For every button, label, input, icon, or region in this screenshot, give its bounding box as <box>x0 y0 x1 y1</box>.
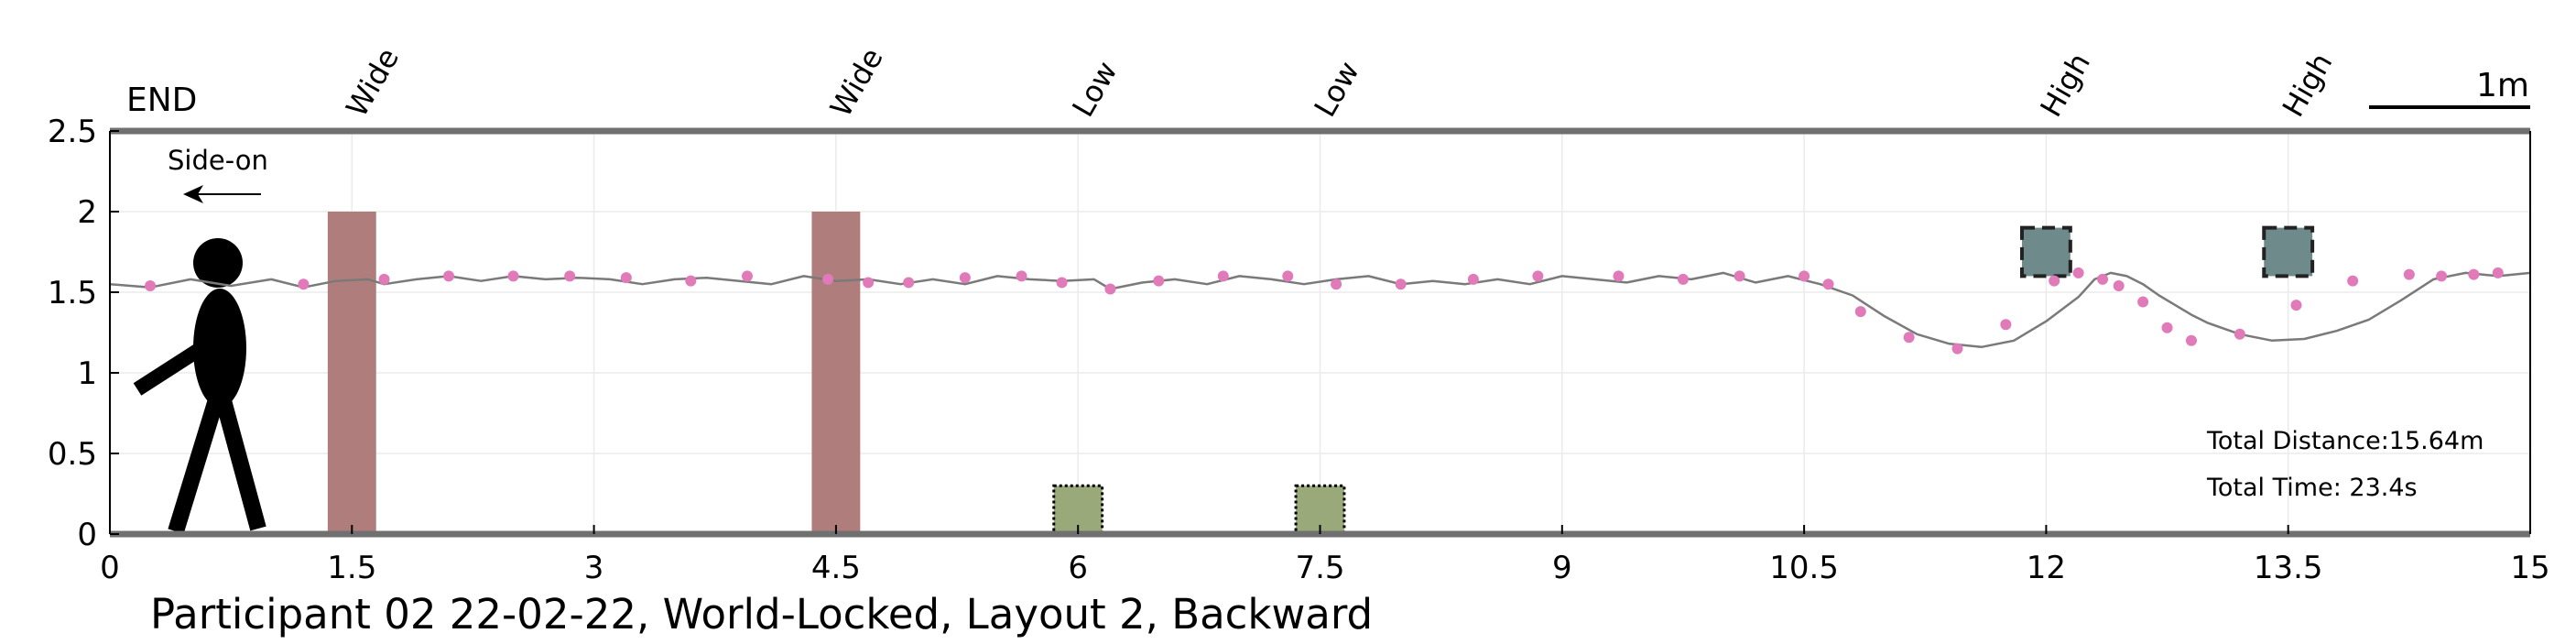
sample-point <box>1799 270 1810 282</box>
sample-point <box>822 273 834 285</box>
x-tick-label: 10.5 <box>1769 550 1839 586</box>
sample-point <box>2492 267 2504 278</box>
sample-point <box>2049 275 2060 287</box>
sample-point <box>1677 273 1689 285</box>
sample-point <box>2436 270 2448 282</box>
sample-point <box>903 277 915 289</box>
y-tick-label: 2.5 <box>48 114 97 150</box>
sample-point <box>1331 278 1342 290</box>
sample-point <box>1467 273 1479 285</box>
data-layer <box>109 267 2531 355</box>
sample-point <box>443 270 455 282</box>
y-tick-label: 2 <box>77 194 97 231</box>
obstacle-label: Wide <box>823 42 890 123</box>
sample-point <box>1395 278 1407 290</box>
sample-point <box>1734 270 1745 282</box>
sample-point <box>1613 270 1625 282</box>
sample-point <box>2137 296 2149 308</box>
sample-point <box>2468 268 2480 280</box>
sample-point <box>378 273 390 285</box>
total-time-annotation: Total Time: 23.4s <box>2206 474 2418 502</box>
sample-point <box>145 279 157 291</box>
trajectory-line <box>109 271 2531 349</box>
sample-point <box>1056 277 1068 289</box>
end-label: END <box>126 82 197 119</box>
sample-point <box>2161 322 2173 333</box>
x-tick-label: 4.5 <box>811 550 861 586</box>
obstacle-label: Low <box>1308 55 1366 123</box>
sample-point <box>2234 328 2245 340</box>
sample-point <box>685 275 697 287</box>
y-tick-label: 1.5 <box>48 275 97 311</box>
obstacle-label: High <box>2276 47 2340 123</box>
x-tick-label: 7.5 <box>1295 550 1344 586</box>
walker-head <box>193 238 243 288</box>
walker-figure <box>133 238 266 534</box>
sample-point <box>2000 319 2012 331</box>
sample-point <box>863 277 875 289</box>
walker-body <box>193 289 246 408</box>
sample-point <box>507 270 519 282</box>
walker-arm <box>133 342 206 396</box>
sample-point <box>959 272 971 284</box>
y-tick-label: 1 <box>77 355 97 392</box>
obstacle-label: Wide <box>339 42 406 123</box>
sample-point <box>1951 343 1963 355</box>
sample-point <box>2072 267 2084 278</box>
obstacle-high <box>2019 225 2072 278</box>
walker-leg-front <box>213 391 266 531</box>
sample-point <box>1822 278 1834 290</box>
x-tick-label: 3 <box>584 550 604 586</box>
x-tick-label: 1.5 <box>327 550 376 586</box>
sample-point <box>1854 306 1866 318</box>
sample-point <box>2097 273 2109 285</box>
sample-point <box>564 270 576 282</box>
sample-point <box>2185 334 2197 346</box>
total-distance-annotation: Total Distance:15.64m <box>2206 427 2484 455</box>
x-tick-label: 0 <box>100 550 120 586</box>
sample-point <box>620 272 632 284</box>
direction-label: Side-on <box>168 145 268 176</box>
obstacle-label: High <box>2033 47 2097 123</box>
sample-point <box>1282 270 1294 282</box>
x-tick-label: 6 <box>1068 550 1088 586</box>
sample-point <box>741 270 753 282</box>
obstacle-label: Low <box>1065 55 1124 123</box>
sample-point <box>1016 270 1027 282</box>
sample-point <box>1104 283 1116 295</box>
sample-point <box>1532 270 1544 282</box>
sample-point <box>1903 332 1915 344</box>
chart-title: Participant 02 22-02-22, World-Locked, L… <box>150 590 1373 639</box>
x-tick-label: 9 <box>1552 550 1572 586</box>
sample-point <box>1153 275 1165 287</box>
obstacle-high <box>2262 225 2315 278</box>
x-tick-label: 15 <box>2510 550 2549 586</box>
sample-point <box>1217 270 1229 282</box>
walker-leg-back <box>168 391 226 534</box>
sample-point <box>2113 279 2125 291</box>
obstacle-wide <box>811 212 861 534</box>
sample-point <box>298 278 310 290</box>
x-tick-label: 13.5 <box>2254 550 2323 586</box>
y-tick-label: 0 <box>77 517 97 553</box>
sample-point <box>2403 268 2415 280</box>
sample-point <box>2290 300 2302 311</box>
obstacle-wide <box>327 212 376 534</box>
sample-point <box>2347 275 2359 287</box>
scale-bar-label: 1m <box>2476 67 2529 104</box>
left-arrow-icon <box>183 185 261 203</box>
obstacle-layer <box>327 212 2315 536</box>
y-tick-label: 0.5 <box>48 436 97 473</box>
x-tick-label: 12 <box>2027 550 2066 586</box>
